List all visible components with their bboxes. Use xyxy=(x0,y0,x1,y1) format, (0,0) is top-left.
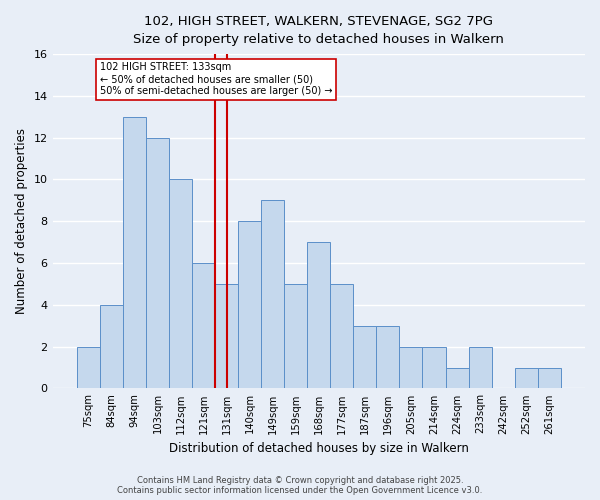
Bar xyxy=(446,368,469,388)
Text: Contains HM Land Registry data © Crown copyright and database right 2025.
Contai: Contains HM Land Registry data © Crown c… xyxy=(118,476,482,495)
Bar xyxy=(330,284,353,389)
Bar xyxy=(238,222,261,388)
Y-axis label: Number of detached properties: Number of detached properties xyxy=(15,128,28,314)
Bar xyxy=(515,368,538,388)
Bar xyxy=(422,346,446,389)
Bar xyxy=(215,284,238,389)
Bar xyxy=(469,346,491,389)
Bar xyxy=(307,242,330,388)
Bar xyxy=(400,346,422,389)
Bar xyxy=(353,326,376,388)
Bar xyxy=(100,305,123,388)
Bar xyxy=(146,138,169,388)
Bar xyxy=(261,200,284,388)
X-axis label: Distribution of detached houses by size in Walkern: Distribution of detached houses by size … xyxy=(169,442,469,455)
Text: 102 HIGH STREET: 133sqm
← 50% of detached houses are smaller (50)
50% of semi-de: 102 HIGH STREET: 133sqm ← 50% of detache… xyxy=(100,62,332,96)
Bar xyxy=(284,284,307,389)
Bar xyxy=(538,368,561,388)
Bar xyxy=(123,117,146,388)
Bar xyxy=(192,263,215,388)
Bar xyxy=(77,346,100,389)
Bar xyxy=(376,326,400,388)
Title: 102, HIGH STREET, WALKERN, STEVENAGE, SG2 7PG
Size of property relative to detac: 102, HIGH STREET, WALKERN, STEVENAGE, SG… xyxy=(133,15,504,46)
Bar xyxy=(169,180,192,388)
